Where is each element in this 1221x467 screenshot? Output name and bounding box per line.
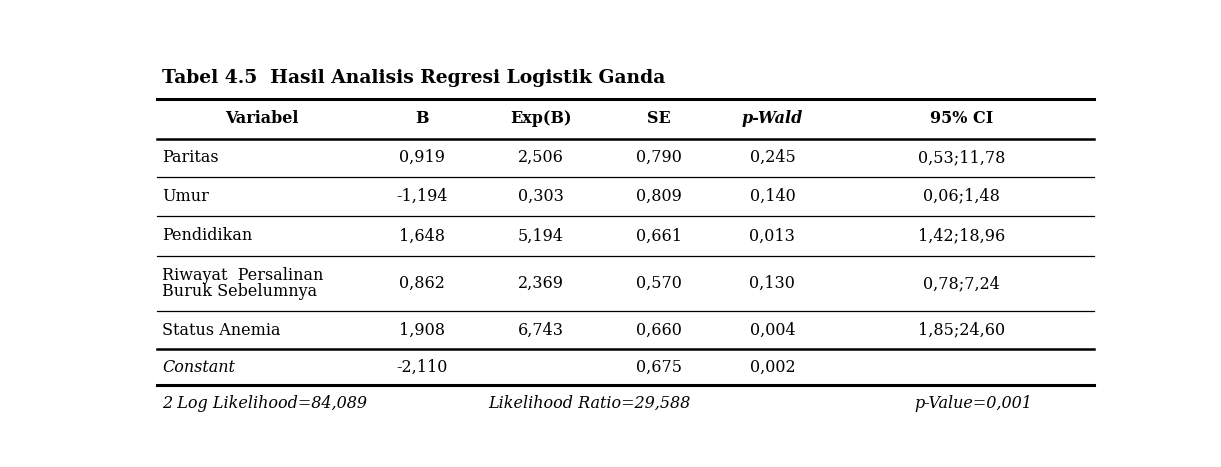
Text: 0,570: 0,570	[636, 275, 681, 292]
Text: 0,004: 0,004	[750, 322, 795, 339]
Text: 0,06;1,48: 0,06;1,48	[923, 188, 1000, 205]
Text: 0,809: 0,809	[636, 188, 681, 205]
Text: B: B	[415, 111, 429, 127]
Text: 2,369: 2,369	[518, 275, 564, 292]
Text: 0,661: 0,661	[636, 227, 681, 244]
Text: Constant: Constant	[162, 359, 234, 375]
Text: 0,140: 0,140	[750, 188, 795, 205]
Text: Exp(B): Exp(B)	[510, 111, 571, 127]
Text: 2 Log Likelihood=84,089: 2 Log Likelihood=84,089	[162, 395, 368, 412]
Text: 0,013: 0,013	[750, 227, 795, 244]
Text: SE: SE	[647, 111, 670, 127]
Text: 2,506: 2,506	[518, 149, 564, 166]
Text: 0,78;7,24: 0,78;7,24	[923, 275, 1000, 292]
Text: Buruk Sebelumnya: Buruk Sebelumnya	[162, 283, 317, 299]
Text: 0,790: 0,790	[636, 149, 681, 166]
Text: 0,660: 0,660	[636, 322, 681, 339]
Text: 0,53;11,78: 0,53;11,78	[918, 149, 1005, 166]
Text: Paritas: Paritas	[162, 149, 219, 166]
Text: Riwayat  Persalinan: Riwayat Persalinan	[162, 268, 324, 284]
Text: Tabel 4.5  Hasil Analisis Regresi Logistik Ganda: Tabel 4.5 Hasil Analisis Regresi Logisti…	[162, 69, 665, 86]
Text: 0,002: 0,002	[750, 359, 795, 375]
Text: Variabel: Variabel	[225, 111, 298, 127]
Text: 1,85;24,60: 1,85;24,60	[918, 322, 1005, 339]
Text: Umur: Umur	[162, 188, 209, 205]
Text: 0,862: 0,862	[399, 275, 446, 292]
Text: Likelihood Ratio=29,588: Likelihood Ratio=29,588	[488, 395, 691, 412]
Text: Status Anemia: Status Anemia	[162, 322, 281, 339]
Text: 0,919: 0,919	[399, 149, 446, 166]
Text: -2,110: -2,110	[397, 359, 448, 375]
Text: -1,194: -1,194	[397, 188, 448, 205]
Text: 1,42;18,96: 1,42;18,96	[918, 227, 1005, 244]
Text: 0,303: 0,303	[518, 188, 564, 205]
Text: 1,908: 1,908	[399, 322, 446, 339]
Text: 95% CI: 95% CI	[930, 111, 994, 127]
Text: 0,675: 0,675	[636, 359, 681, 375]
Text: p-Value=0,001: p-Value=0,001	[915, 395, 1033, 412]
Text: 6,743: 6,743	[518, 322, 564, 339]
Text: 5,194: 5,194	[518, 227, 564, 244]
Text: 0,130: 0,130	[750, 275, 795, 292]
Text: p-Wald: p-Wald	[741, 111, 803, 127]
Text: Pendidikan: Pendidikan	[162, 227, 253, 244]
Text: 1,648: 1,648	[399, 227, 446, 244]
Text: 0,245: 0,245	[750, 149, 795, 166]
